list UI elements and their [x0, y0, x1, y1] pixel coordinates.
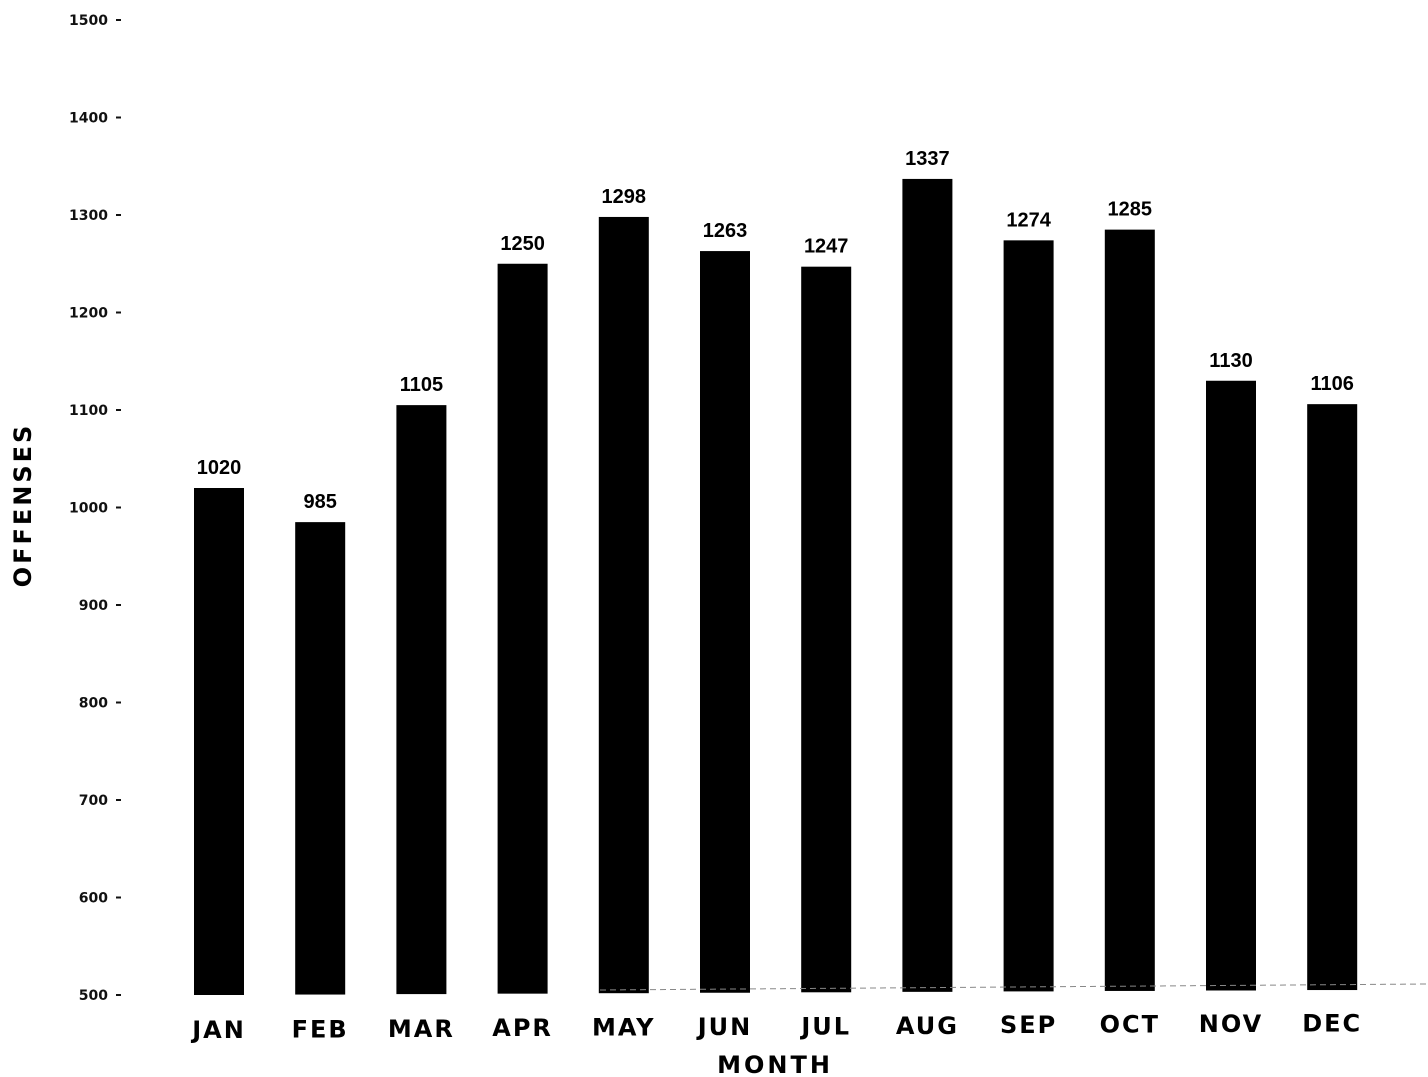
- data-label-jul: 1247: [804, 236, 849, 258]
- y-tick-label: 900: [79, 598, 108, 614]
- x-axis-title: MONTH: [717, 1051, 833, 1077]
- x-tick-label-jul: JUL: [799, 1012, 851, 1040]
- x-tick-label-mar: MAR: [388, 1015, 455, 1043]
- bar-nov: [1206, 380, 1256, 991]
- bar-jul: [801, 266, 852, 993]
- bar-jun: [700, 251, 750, 993]
- data-label-may: 1298: [602, 186, 647, 208]
- bar-jan: [194, 488, 244, 995]
- data-labels: 1020 985 1105 1250 1298 1263 1247 1337 1274 1285 1…: [197, 148, 1354, 513]
- y-tick-label: 1200: [69, 306, 108, 322]
- data-label-dec: 1106: [1311, 373, 1354, 395]
- x-tick-label-nov: NOV: [1199, 1010, 1263, 1038]
- x-tick-label-feb: FEB: [292, 1015, 349, 1043]
- x-tick-label-apr: APR: [492, 1014, 553, 1042]
- data-label-sep: 1274: [1006, 209, 1051, 231]
- y-tick-label: 800: [79, 696, 108, 712]
- y-tick-label: 1400: [69, 111, 108, 127]
- y-tick-label: 1300: [69, 208, 108, 224]
- data-label-apr: 1250: [500, 233, 545, 255]
- x-tick-label-jan: JAN: [190, 1016, 246, 1044]
- y-axis-ticks: 500 600 700 800 900 1000 1100 1200 1300 1400 1500: [69, 13, 121, 1004]
- y-tick-label: 1100: [69, 403, 108, 419]
- data-label-jun: 1263: [703, 220, 748, 242]
- data-label-aug: 1337: [905, 148, 950, 170]
- x-axis-tick-labels: JAN FEB MAR APR MAY JUN JUL AUG SEP OCT NOV DEC: [190, 1009, 1362, 1044]
- data-label-mar: 1105: [400, 374, 443, 396]
- data-label-jan: 1020: [197, 457, 242, 479]
- y-tick-label: 1500: [69, 13, 108, 29]
- x-tick-label-dec: DEC: [1302, 1009, 1362, 1037]
- x-tick-label-may: MAY: [592, 1014, 656, 1042]
- y-tick-label: 500: [79, 988, 108, 1004]
- baseline: [599, 983, 1428, 991]
- x-tick-label-aug: AUG: [896, 1012, 959, 1040]
- y-axis-title: OFFENSES: [9, 423, 37, 588]
- data-label-feb: 985: [304, 491, 337, 513]
- bar-may: [598, 216, 649, 994]
- bar-dec: [1307, 404, 1358, 991]
- y-tick-label: 600: [79, 891, 108, 907]
- bar-feb: [295, 522, 346, 995]
- bar-sep: [1003, 240, 1054, 992]
- bar-apr: [497, 263, 548, 994]
- data-label-oct: 1285: [1108, 199, 1153, 221]
- bar-aug: [902, 178, 953, 992]
- x-tick-label-oct: OCT: [1100, 1011, 1160, 1039]
- x-tick-label-sep: SEP: [1000, 1011, 1057, 1039]
- y-tick-label: 1000: [69, 501, 108, 517]
- data-label-nov: 1130: [1209, 350, 1252, 372]
- x-tick-label-jun: JUN: [696, 1013, 753, 1041]
- y-tick-label: 700: [79, 793, 108, 809]
- bar-oct: [1104, 229, 1155, 991]
- bars: [194, 178, 1358, 995]
- bar-mar: [396, 405, 447, 995]
